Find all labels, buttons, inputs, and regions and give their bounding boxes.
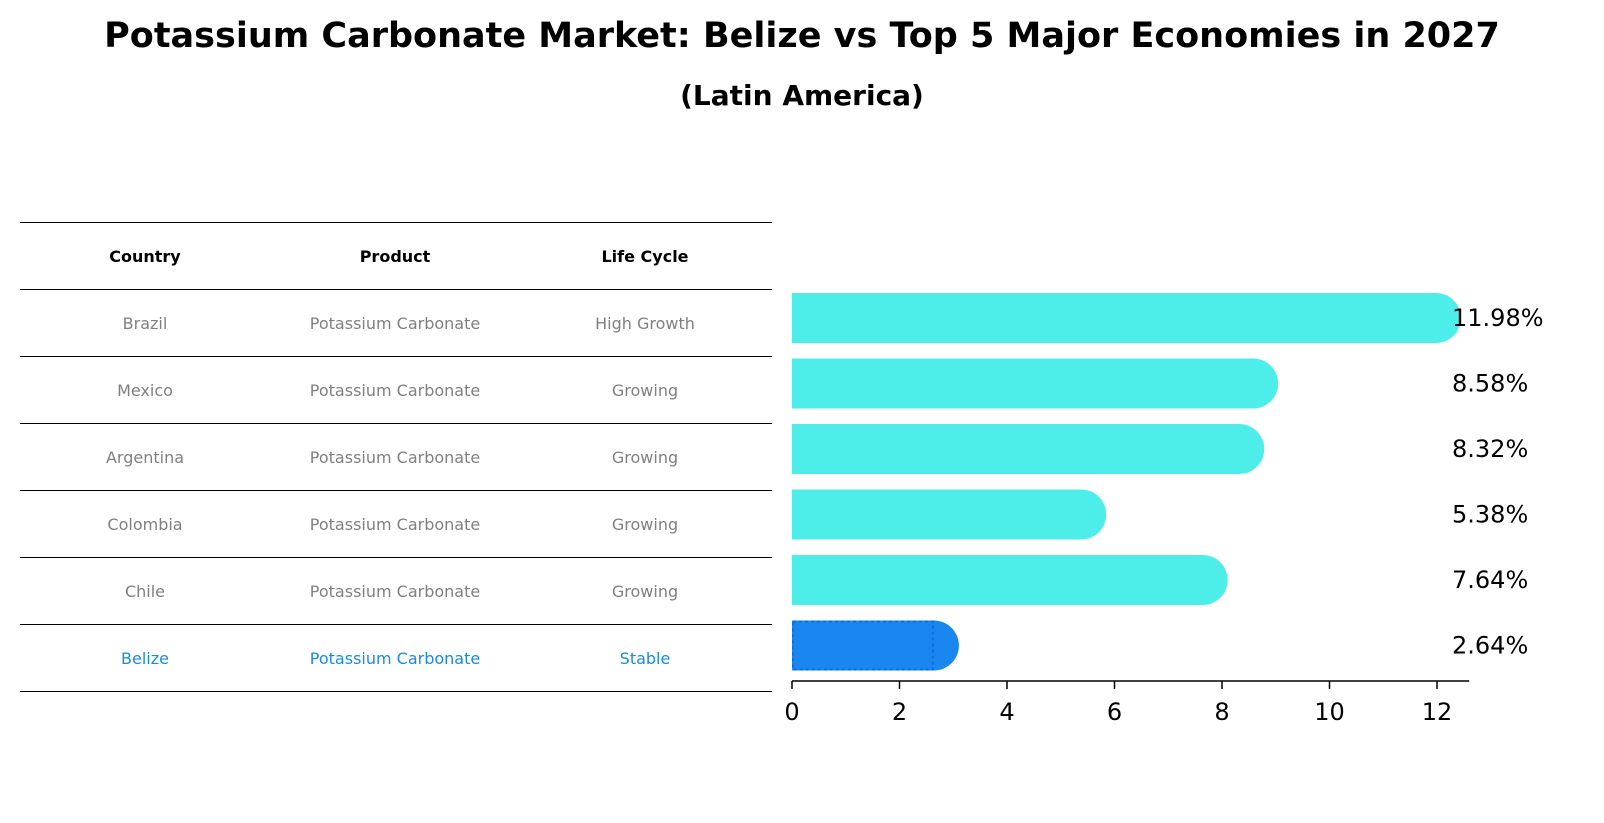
bar-cap-colombia	[1056, 489, 1107, 540]
data-label: 7.64%	[1452, 566, 1528, 594]
bar-chart: 11.98% 8.58% 8.32% 5.38% 7.64% 2.64% 0 2 4 6 8 10 12	[784, 293, 1544, 726]
data-label: 8.32%	[1452, 435, 1528, 463]
table-row: Chile Potassium Carbonate Growing	[20, 558, 772, 625]
bar-highlight-outline	[792, 620, 934, 671]
bar-chile	[792, 555, 1203, 605]
data-label: 5.38%	[1452, 501, 1528, 529]
product-cell: Potassium Carbonate	[309, 581, 481, 601]
bar-mexico	[792, 358, 1254, 409]
country-cell: Colombia	[107, 514, 183, 534]
bar-cap-brazil	[1410, 293, 1461, 343]
product-cell: Potassium Carbonate	[309, 648, 481, 668]
data-label: 11.98%	[1452, 304, 1544, 332]
country-cell: Brazil	[122, 313, 168, 333]
x-tick-label: 0	[784, 698, 799, 726]
table-header-row: Country Product Life Cycle	[20, 222, 772, 290]
chart-title: Potassium Carbonate Market: Belize vs To…	[104, 16, 1500, 56]
life-cycle-cell: Growing	[611, 380, 679, 400]
product-cell: Potassium Carbonate	[309, 313, 481, 333]
x-tick-label: 2	[892, 698, 907, 726]
product-cell: Potassium Carbonate	[309, 447, 481, 467]
country-cell: Mexico	[117, 380, 173, 400]
x-tick-label: 10	[1314, 698, 1345, 726]
life-cycle-cell: High Growth	[595, 313, 695, 333]
chart-subtitle: (Latin America)	[680, 79, 924, 112]
product-cell: Potassium Carbonate	[309, 380, 481, 400]
bar-cap-mexico	[1228, 358, 1279, 409]
country-cell: Belize	[121, 648, 169, 668]
bar-cap-chile	[1177, 555, 1228, 605]
bar-brazil	[792, 293, 1436, 343]
table-row: Argentina Potassium Carbonate Growing	[20, 424, 772, 491]
bar-argentina	[792, 424, 1240, 474]
bar-cap-belize	[908, 620, 959, 671]
country-cell: Argentina	[105, 447, 185, 467]
x-tick-label: 8	[1214, 698, 1229, 726]
x-tick-label: 4	[999, 698, 1014, 726]
header-country: Country	[109, 246, 181, 266]
bar-colombia	[792, 489, 1082, 540]
table-row: Mexico Potassium Carbonate Growing	[20, 357, 772, 424]
life-cycle-cell: Stable	[619, 648, 671, 668]
table-row: Brazil Potassium Carbonate High Growth	[20, 290, 772, 357]
life-cycle-cell: Growing	[611, 514, 679, 534]
x-tick-label: 6	[1107, 698, 1122, 726]
life-cycle-cell: Growing	[611, 447, 679, 467]
table-row: Colombia Potassium Carbonate Growing	[20, 491, 772, 558]
product-cell: Potassium Carbonate	[309, 514, 481, 534]
header-product: Product	[359, 246, 431, 266]
data-table: Country Product Life Cycle Brazil Potass…	[20, 222, 772, 692]
table-row-highlight: Belize Potassium Carbonate Stable	[20, 625, 772, 692]
data-label: 8.58%	[1452, 370, 1528, 398]
header-life-cycle: Life Cycle	[601, 246, 689, 266]
data-label: 2.64%	[1452, 632, 1528, 660]
country-cell: Chile	[124, 581, 166, 601]
x-tick-label: 12	[1422, 698, 1453, 726]
bar-cap-argentina	[1214, 424, 1265, 474]
life-cycle-cell: Growing	[611, 581, 679, 601]
